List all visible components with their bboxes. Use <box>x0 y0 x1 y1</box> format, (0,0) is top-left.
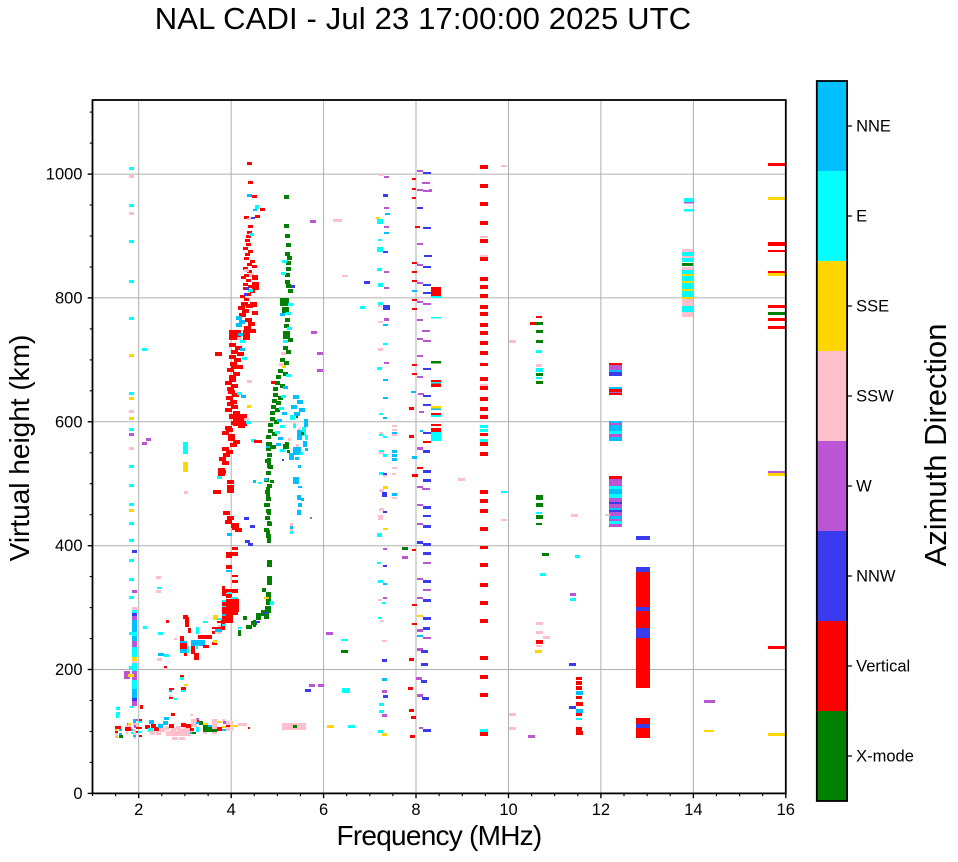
svg-text:400: 400 <box>55 537 83 555</box>
svg-text:NAL CADI - Jul 23 17:00:00 202: NAL CADI - Jul 23 17:00:00 2025 UTC <box>155 1 692 36</box>
svg-text:14: 14 <box>684 801 702 819</box>
svg-text:2: 2 <box>134 801 143 819</box>
svg-text:1000: 1000 <box>46 166 83 184</box>
svg-text:800: 800 <box>55 289 83 307</box>
svg-text:SSE: SSE <box>856 298 889 316</box>
svg-text:8: 8 <box>411 801 420 819</box>
svg-text:E: E <box>856 208 867 226</box>
svg-text:10: 10 <box>499 801 517 819</box>
svg-text:X-mode: X-mode <box>856 748 914 766</box>
svg-text:6: 6 <box>319 801 328 819</box>
svg-text:NNW: NNW <box>856 568 896 586</box>
svg-text:600: 600 <box>55 413 83 431</box>
svg-text:SSW: SSW <box>856 388 894 406</box>
svg-text:Vertical: Vertical <box>856 658 910 676</box>
svg-text:Frequency (MHz): Frequency (MHz) <box>336 820 541 851</box>
svg-text:12: 12 <box>592 801 610 819</box>
svg-text:W: W <box>856 478 872 496</box>
svg-text:16: 16 <box>777 801 795 819</box>
svg-text:Virtual height (km): Virtual height (km) <box>4 335 35 562</box>
svg-text:200: 200 <box>55 661 83 679</box>
svg-text:Azimuth Direction: Azimuth Direction <box>918 324 953 567</box>
svg-text:4: 4 <box>227 801 236 819</box>
svg-text:NNE: NNE <box>856 118 891 136</box>
svg-text:0: 0 <box>73 785 82 803</box>
